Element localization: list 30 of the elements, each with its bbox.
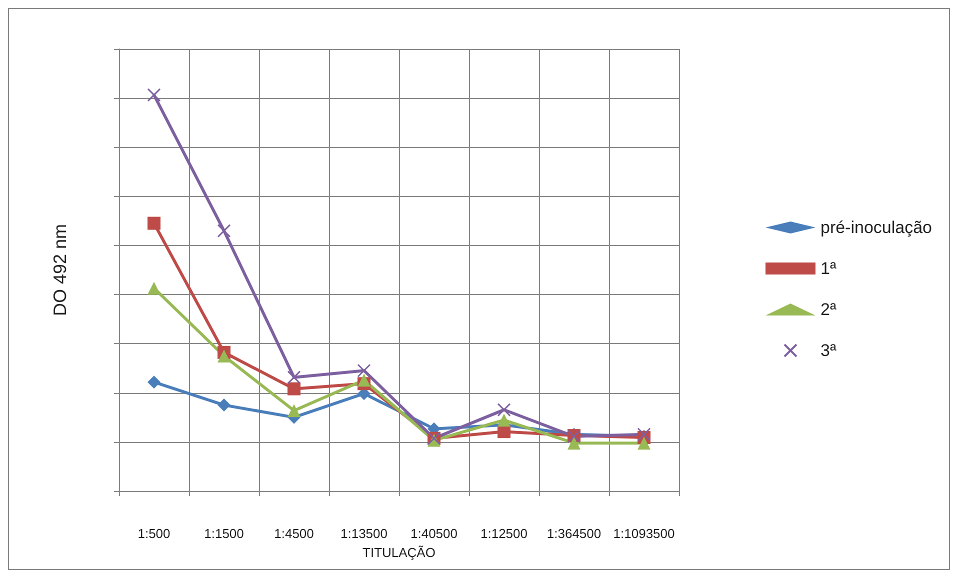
point [638, 436, 650, 450]
legend-label: 3ª [820, 341, 837, 360]
legend-label: 2ª [820, 300, 837, 319]
point [148, 282, 160, 295]
point [147, 88, 161, 102]
point [288, 382, 300, 396]
y-axis-title: DO 492 nm [50, 224, 70, 316]
point [287, 370, 301, 384]
point [357, 364, 371, 378]
point [358, 374, 370, 387]
point [497, 403, 511, 417]
legend-label: pré-inoculação [820, 218, 932, 237]
x-tick-label: 1:1500 [204, 526, 244, 541]
point [568, 436, 580, 450]
x-tick-label: 1:13500 [340, 526, 388, 541]
x-tick-label: 1:12500 [480, 526, 528, 541]
x-tick-label: 1:500 [138, 526, 170, 541]
x-tick-label: 1:4500 [274, 526, 314, 541]
x-tick-label: 1:1093500 [613, 526, 675, 541]
point [218, 398, 230, 412]
point [288, 404, 300, 418]
x-tick-label: 1:40500 [410, 526, 458, 541]
point [498, 414, 510, 427]
point [217, 224, 231, 238]
point [148, 376, 160, 389]
legend-label: 1ª [820, 259, 837, 278]
point [218, 349, 230, 362]
x-axis-title: TITULAÇÃO [362, 545, 436, 560]
point [148, 216, 160, 230]
x-tick-label: 1:364500 [546, 526, 602, 541]
